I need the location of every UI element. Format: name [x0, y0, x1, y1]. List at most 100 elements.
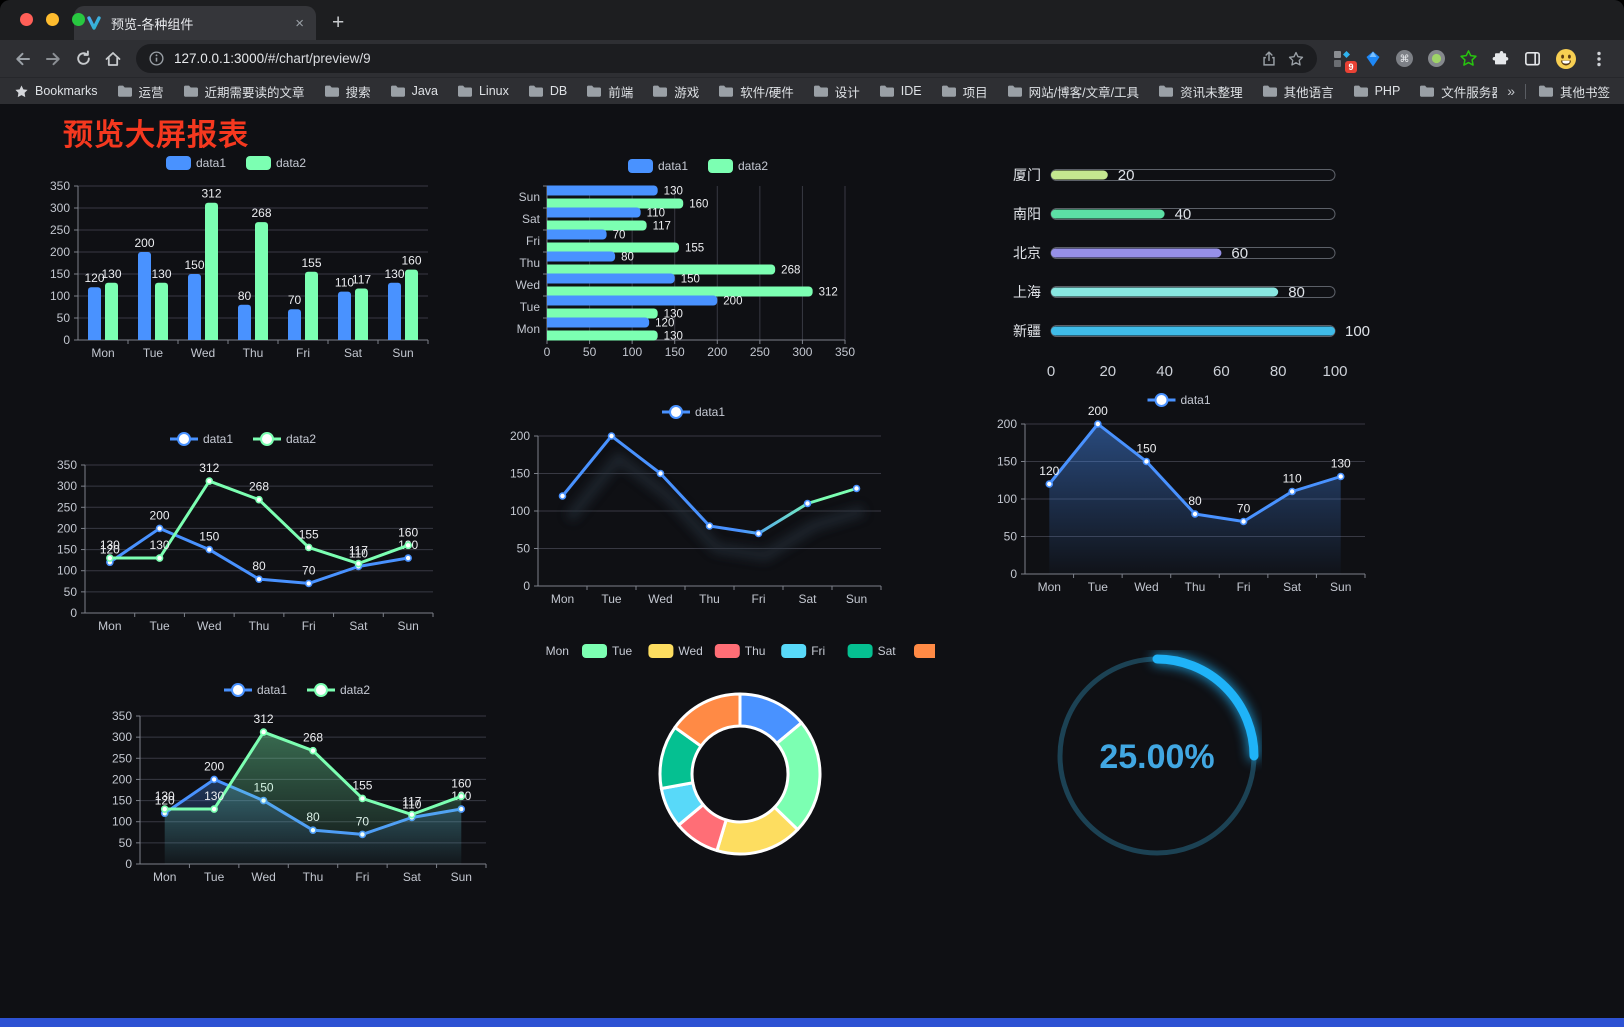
svg-text:Tue: Tue — [520, 300, 541, 314]
browser-toolbar: 127.0.0.1:3000/#/chart/preview/9 9 ⌘ — [0, 40, 1624, 77]
bookmark-item[interactable]: 软件/硬件 — [718, 82, 794, 101]
svg-text:250: 250 — [750, 345, 770, 359]
gradient-line-chart[interactable]: data1 0 50 100 150 200 Mon Tue Wed Thu Fri Sat Sun — [498, 398, 893, 610]
bookmarks-label: Bookmarks — [35, 84, 98, 98]
close-window-button[interactable] — [20, 13, 33, 26]
bookmark-item[interactable]: 运营 — [117, 82, 164, 101]
bookmark-label: DB — [549, 84, 568, 98]
bookmark-item[interactable]: 游戏 — [652, 82, 699, 101]
bookmark-star-icon[interactable] — [1287, 50, 1305, 68]
svg-text:200: 200 — [510, 429, 530, 443]
svg-text:160: 160 — [689, 199, 708, 211]
bookmark-item[interactable]: Java — [390, 84, 438, 98]
home-button[interactable] — [98, 44, 128, 74]
bookmark-label: 前端 — [608, 85, 634, 100]
bookmark-item[interactable]: 其他语言 — [1262, 82, 1334, 101]
extension-command-icon[interactable]: ⌘ — [1395, 49, 1414, 68]
bookmark-item[interactable]: 项目 — [941, 82, 988, 101]
other-bookmarks[interactable]: 其他书签 — [1538, 82, 1610, 101]
minimize-window-button[interactable] — [46, 13, 59, 26]
extension-gem-icon[interactable] — [1364, 50, 1382, 68]
gauge-chart[interactable]: 25.00% — [1052, 650, 1262, 862]
bookmark-item[interactable]: 搜索 — [324, 82, 371, 101]
svg-text:Fri: Fri — [752, 592, 766, 606]
zoom-window-button[interactable] — [72, 13, 85, 26]
svg-text:312: 312 — [254, 712, 274, 726]
svg-text:110: 110 — [335, 276, 354, 290]
svg-text:Sun: Sun — [397, 619, 418, 633]
progress-bar-chart[interactable]: 厦门 20 南阳 40 北京 60 上海 80 新疆 100 0 20 40 60 80 100 — [995, 158, 1395, 386]
svg-text:130: 130 — [155, 789, 175, 803]
extension-star-icon[interactable] — [1459, 49, 1478, 68]
site-info-icon[interactable] — [148, 50, 165, 67]
svg-text:Tue: Tue — [612, 644, 633, 658]
line-chart[interactable]: data1 data2 0 50 100 150 200 250 300 350 Mon Tue Wed… — [45, 425, 445, 637]
bookmark-label: Java — [411, 84, 438, 98]
side-panel-icon[interactable] — [1523, 49, 1542, 68]
svg-text:150: 150 — [184, 258, 204, 272]
svg-text:北京: 北京 — [1013, 245, 1041, 261]
bookmark-item[interactable]: 文件服务器 — [1419, 82, 1497, 101]
svg-text:Thu: Thu — [745, 644, 766, 658]
svg-text:155: 155 — [352, 778, 372, 792]
svg-text:100: 100 — [997, 492, 1017, 506]
svg-text:Mon: Mon — [546, 644, 569, 658]
page-content: 预览大屏报表 data1 data2 0 50 100 150 200 250 300 350 Mo… — [0, 104, 1624, 1027]
bookmark-label: 其他语言 — [1283, 85, 1334, 100]
svg-text:200: 200 — [112, 772, 132, 786]
svg-text:100: 100 — [112, 815, 132, 829]
svg-text:Sun: Sun — [1330, 580, 1351, 594]
back-button[interactable] — [8, 44, 38, 74]
svg-text:Fri: Fri — [355, 870, 369, 884]
footer-strip — [0, 1018, 1624, 1027]
menu-kebab-icon[interactable] — [1590, 50, 1608, 68]
extensions-puzzle-icon[interactable] — [1491, 49, 1510, 68]
bookmark-item[interactable]: IDE — [879, 84, 922, 98]
share-icon[interactable] — [1260, 50, 1278, 68]
bookmarks-overflow-chevron[interactable]: » — [1507, 83, 1515, 99]
folder-icon — [1538, 85, 1553, 97]
folder-icon — [587, 85, 602, 97]
svg-text:150: 150 — [199, 530, 219, 544]
bookmarks-manager[interactable]: Bookmarks — [14, 84, 98, 99]
forward-button[interactable] — [38, 44, 68, 74]
svg-text:Fri: Fri — [302, 619, 316, 633]
svg-text:80: 80 — [1288, 284, 1305, 301]
bookmark-item[interactable]: Linux — [457, 84, 509, 98]
bookmark-item[interactable]: 前端 — [586, 82, 633, 101]
svg-text:120: 120 — [655, 318, 674, 330]
bar-chart[interactable]: data1 data2 0 50 100 150 200 250 300 350 Mon Tue Wed… — [38, 148, 438, 364]
area-line-chart[interactable]: data1 0 50 100 150 200 Mon Tue Wed Thu Fri Sat Sun 12… — [985, 386, 1377, 598]
reload-icon — [76, 50, 90, 65]
bookmark-item[interactable]: DB — [528, 84, 567, 98]
bookmark-item[interactable]: 设计 — [813, 82, 860, 101]
svg-text:312: 312 — [199, 461, 219, 475]
extension-dot-icon[interactable] — [1427, 49, 1446, 68]
extension-grid-icon[interactable]: 9 — [1333, 50, 1357, 73]
bookmark-item[interactable]: 资讯未整理 — [1158, 82, 1243, 101]
svg-text:Thu: Thu — [699, 592, 720, 606]
svg-text:40: 40 — [1156, 363, 1173, 380]
svg-text:Tue: Tue — [143, 346, 164, 360]
svg-text:130: 130 — [1331, 457, 1351, 471]
svg-text:100: 100 — [510, 504, 530, 518]
bookmark-item[interactable]: PHP — [1353, 84, 1400, 98]
new-tab-button[interactable]: + — [332, 11, 345, 34]
svg-text:⌘: ⌘ — [1400, 54, 1410, 65]
svg-text:data2: data2 — [738, 159, 768, 173]
reload-button[interactable] — [68, 44, 98, 74]
profile-avatar[interactable] — [1555, 48, 1577, 70]
svg-text:Sun: Sun — [519, 190, 540, 204]
bookmark-item[interactable]: 网站/博客/文章/工具 — [1007, 82, 1139, 101]
url-bar[interactable]: 127.0.0.1:3000/#/chart/preview/9 — [136, 44, 1317, 73]
bookmark-item[interactable]: 近期需要读的文章 — [183, 82, 305, 101]
svg-text:40: 40 — [1175, 206, 1192, 223]
horizontal-bar-chart[interactable]: data1 data2 0 50 100 150 200 250 300 350 Sun 130 160… — [505, 152, 895, 364]
tab-close-icon[interactable]: × — [295, 14, 304, 32]
multi-area-chart[interactable]: data1 data2 0 50 100 150 200 250 300 350 Mon Tue Wed… — [100, 676, 498, 888]
svg-text:130: 130 — [384, 267, 404, 281]
svg-text:Wed: Wed — [678, 644, 702, 658]
browser-tab[interactable]: 预览-各种组件 × — [74, 6, 316, 40]
